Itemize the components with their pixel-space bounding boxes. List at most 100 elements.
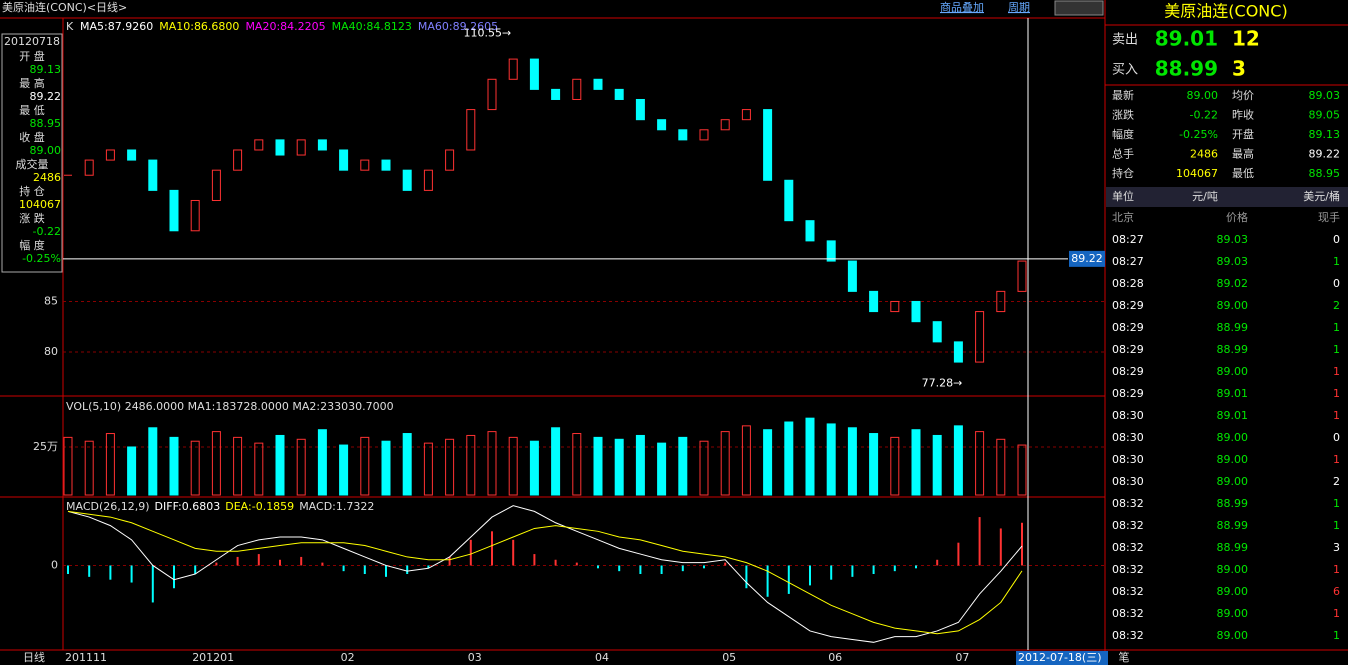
volume-bar <box>975 431 985 496</box>
trade-time: 08:32 <box>1112 607 1144 620</box>
volume-bar <box>890 436 900 496</box>
stat-cell: 涨跌 <box>1112 108 1134 122</box>
quote-title: 美原油连(CONC) <box>1164 2 1287 21</box>
trade-price: 89.00 <box>1217 629 1249 642</box>
candle <box>529 58 539 90</box>
volume-bar <box>529 440 539 496</box>
volume-bar <box>805 417 815 496</box>
dea-line <box>67 510 1023 635</box>
candle <box>741 109 751 121</box>
info-label: 收 盘 <box>19 130 45 144</box>
candle <box>763 109 773 181</box>
overlay-link[interactable]: 商品叠加 <box>940 0 984 14</box>
buy-qty: 3 <box>1232 57 1246 81</box>
trade-price: 89.00 <box>1217 585 1249 598</box>
candle <box>423 169 433 191</box>
trade-price: 88.99 <box>1217 541 1249 554</box>
symbol-title: 美原油连(CONC)<日线> <box>2 0 127 14</box>
trade-qty: 3 <box>1333 541 1340 554</box>
trade-price: 89.00 <box>1217 299 1249 312</box>
trade-price: 89.00 <box>1217 607 1249 620</box>
unit-option[interactable]: 美元/桶 <box>1303 189 1340 203</box>
trade-qty: 1 <box>1333 343 1340 356</box>
volume-bar <box>763 429 773 496</box>
cursor-date: 2012-07-18(三) <box>1018 651 1102 664</box>
ma-label: MA5:87.9260 <box>80 20 153 33</box>
trade-qty: 1 <box>1333 409 1340 422</box>
candle <box>699 129 709 141</box>
sell-price: 89.01 <box>1155 27 1218 51</box>
stat-cell: 总手 <box>1112 147 1134 161</box>
nav-buttons[interactable] <box>1054 0 1104 16</box>
candle <box>105 149 115 161</box>
y-tick-label: 25万 <box>33 440 58 453</box>
trade-time: 08:28 <box>1112 277 1144 290</box>
volume-bar <box>699 440 709 496</box>
cursor-date-box <box>1016 651 1108 665</box>
volume-bar <box>381 440 391 496</box>
volume-bar <box>551 427 561 496</box>
volume-bar <box>84 440 94 496</box>
trade-qty: 1 <box>1333 453 1340 466</box>
trade-qty: 1 <box>1333 321 1340 334</box>
candle <box>381 159 391 171</box>
stat-cell: 昨收 <box>1232 108 1254 122</box>
candle <box>911 300 921 323</box>
candle <box>890 300 900 313</box>
stat-cell: -0.22 <box>1190 109 1218 122</box>
trade-qty: 1 <box>1333 607 1340 620</box>
volume-bar <box>296 438 306 496</box>
trade-time: 08:32 <box>1112 563 1144 576</box>
candle <box>148 159 158 191</box>
candle <box>720 119 730 131</box>
stat-cell: -0.25% <box>1179 128 1218 141</box>
x-tick-label: 201201 <box>192 651 234 664</box>
candle <box>593 78 603 90</box>
volume-bar <box>105 433 115 496</box>
candle <box>487 78 497 111</box>
pane-label: K <box>66 20 74 33</box>
candle <box>678 129 688 141</box>
trade-price: 89.00 <box>1217 453 1249 466</box>
col-head: 北京 <box>1112 210 1134 224</box>
unit-option[interactable]: 元/吨 <box>1192 190 1218 203</box>
stat-cell: 104067 <box>1176 167 1218 180</box>
title-bar <box>0 0 1105 18</box>
diff-line <box>67 505 1023 643</box>
info-value: 104067 <box>19 198 61 211</box>
trade-time: 08:32 <box>1112 497 1144 510</box>
info-value: -0.22 <box>33 225 61 238</box>
trade-price: 88.99 <box>1217 343 1249 356</box>
candle <box>869 290 879 313</box>
candle <box>233 149 243 171</box>
candle <box>1017 260 1027 292</box>
stat-cell: 最低 <box>1232 167 1254 180</box>
info-label: 最 高 <box>19 76 45 90</box>
x-tick-label: 02 <box>341 651 355 664</box>
volume-bar <box>190 440 200 496</box>
candle <box>932 321 942 343</box>
stat-cell: 89.13 <box>1309 128 1341 141</box>
stat-cell: 幅度 <box>1112 127 1134 141</box>
trade-time: 08:32 <box>1112 519 1144 532</box>
candle <box>805 220 815 242</box>
stat-cell: 持仓 <box>1112 166 1134 180</box>
trade-time: 08:29 <box>1112 321 1144 334</box>
period-link[interactable]: 周期 <box>1008 1 1030 14</box>
ma-label: MA20:84.2205 <box>245 20 325 33</box>
trade-price: 89.00 <box>1217 475 1249 488</box>
unit-row <box>1106 187 1348 207</box>
trade-price: 89.00 <box>1217 431 1249 444</box>
buy-price: 88.99 <box>1155 57 1218 81</box>
trade-time: 08:30 <box>1112 475 1144 488</box>
volume-bar <box>445 438 455 496</box>
info-date: 20120718 <box>4 35 60 48</box>
x-tick-label: 07 <box>955 651 969 664</box>
volume-bar <box>572 433 582 496</box>
trade-qty: 1 <box>1333 629 1340 642</box>
period-label: 日线 <box>23 650 45 664</box>
volume-bar <box>487 431 497 496</box>
trade-price: 89.02 <box>1217 277 1249 290</box>
candle <box>127 149 137 161</box>
